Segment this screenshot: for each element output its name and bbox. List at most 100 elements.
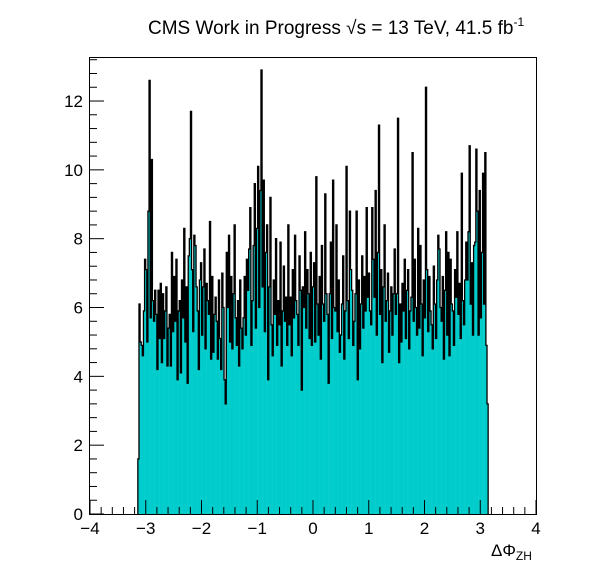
histogram-bin: [434, 304, 436, 514]
histogram-bin: [300, 290, 302, 514]
histogram-bin: [166, 366, 169, 514]
histogram-bin: [305, 328, 308, 514]
histogram-bin: [209, 221, 211, 514]
histogram-bin: [169, 314, 171, 514]
histogram-bin: [180, 372, 182, 514]
histogram-bin: [175, 259, 178, 514]
histogram-bin: [142, 355, 144, 514]
histogram-bin: [219, 338, 221, 514]
histogram-bin: [146, 341, 149, 514]
histogram-bin: [462, 300, 464, 514]
histogram-bin: [140, 341, 142, 514]
histogram-bin: [189, 238, 191, 514]
histogram-bin: [235, 317, 237, 514]
histogram-bin: [194, 245, 197, 514]
histogram-bin: [404, 259, 406, 514]
histogram-bin: [179, 300, 181, 514]
histogram-bin: [248, 249, 251, 514]
histogram-bin: [268, 286, 271, 514]
histogram-bin: [143, 310, 145, 514]
histogram-bin: [482, 173, 484, 515]
histogram-bin: [283, 266, 285, 514]
x-tick-label: 0: [308, 519, 317, 538]
histogram-bin: [385, 321, 387, 514]
histogram-bin: [446, 335, 449, 514]
histogram-bin: [273, 279, 275, 514]
histogram-bin: [395, 314, 397, 514]
histogram-bin: [479, 190, 481, 514]
histogram-bin: [271, 324, 273, 514]
histogram-bin: [287, 224, 290, 514]
histogram-bin: [424, 317, 426, 514]
histogram-bin: [469, 145, 471, 514]
histogram-bin: [160, 283, 162, 514]
histogram-bin: [210, 359, 212, 514]
histogram-outline: [137, 69, 489, 514]
histogram-bin: [137, 458, 140, 514]
histogram-bin: [476, 211, 479, 514]
histogram-bin: [360, 304, 362, 514]
histogram-bin: [410, 297, 413, 514]
histogram-bin: [200, 262, 202, 514]
histogram-bin: [165, 286, 168, 514]
x-tick-label: 2: [420, 519, 429, 538]
histogram-bin: [333, 307, 336, 514]
histogram-bin: [426, 269, 428, 514]
histogram-bin: [144, 259, 146, 514]
histogram-bin: [387, 273, 389, 514]
x-tick-label: −3: [136, 519, 155, 538]
histogram-bin: [441, 321, 443, 514]
histogram-bin: [412, 152, 414, 514]
histogram-bin: [332, 180, 334, 515]
histogram-bin: [319, 276, 321, 514]
histogram-bin: [433, 266, 435, 514]
histogram-bin: [344, 310, 347, 514]
histogram-bin: [185, 286, 188, 514]
histogram-bin: [322, 304, 324, 514]
histogram-bin: [240, 328, 243, 514]
histogram-bin: [337, 331, 339, 514]
histogram-bin: [258, 307, 261, 514]
histogram-bin: [161, 362, 163, 514]
histogram-bin: [456, 231, 459, 515]
histogram-bin: [303, 307, 305, 514]
histogram-bin: [178, 310, 180, 514]
histogram-bin: [393, 293, 395, 514]
histogram-bin: [225, 403, 227, 514]
histogram-bin: [407, 269, 409, 514]
histogram-bin: [315, 176, 318, 515]
histogram-bin: [372, 259, 375, 514]
histogram-bin: [359, 348, 361, 514]
histogram-bin: [370, 324, 373, 514]
histogram-bin: [163, 338, 165, 514]
histogram-bin: [246, 259, 248, 514]
histogram-bin: [390, 286, 393, 514]
histogram-bin: [398, 362, 400, 514]
histogram-bin: [429, 310, 432, 514]
histogram-bin: [450, 259, 452, 514]
histogram-bin: [164, 310, 167, 514]
histogram-bin: [318, 335, 320, 514]
histogram-bin: [224, 379, 226, 514]
histogram-bin: [409, 310, 412, 514]
histogram-bin: [230, 276, 233, 514]
histogram-bin: [170, 366, 172, 514]
histogram-bin: [249, 207, 252, 514]
histogram-bin: [267, 379, 270, 514]
histogram-bin: [269, 197, 272, 514]
histogram-bin: [307, 293, 310, 514]
histogram-bin: [256, 228, 258, 514]
histogram-bin: [310, 252, 312, 514]
histogram-bin: [483, 304, 486, 514]
histogram-bin: [168, 328, 170, 514]
histogram-bin: [343, 359, 346, 514]
histogram-bin: [154, 290, 157, 514]
histogram-bin: [324, 193, 327, 514]
y-tick-label: 2: [74, 436, 83, 455]
x-tick-label: 1: [364, 519, 373, 538]
histogram-bin: [183, 228, 186, 514]
histogram-bin: [384, 224, 386, 514]
x-axis-title: ΔΦZH: [491, 541, 532, 563]
x-tick-label: −2: [192, 519, 211, 538]
histogram-bin: [365, 310, 367, 514]
